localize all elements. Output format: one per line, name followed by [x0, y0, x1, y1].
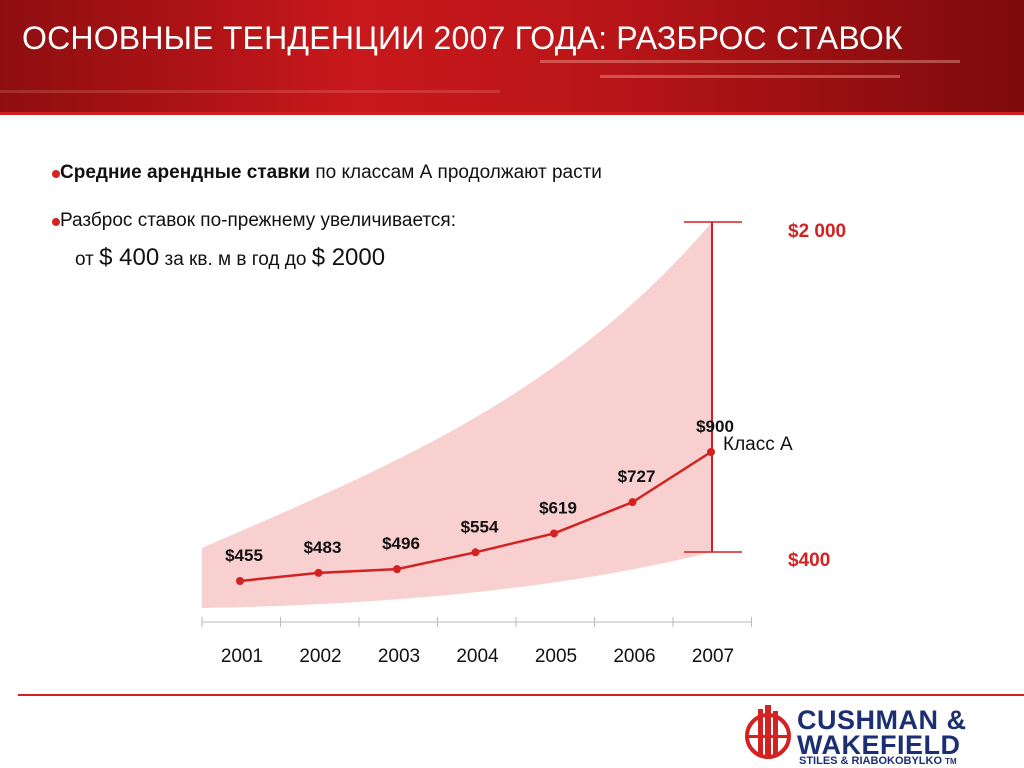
- data-label: $496: [382, 534, 420, 553]
- bullet-dot: [52, 218, 60, 226]
- logo-line-1: CUSHMAN &: [797, 705, 967, 735]
- logo-line-3-text: STILES & RIABOKOBYLKO: [799, 755, 943, 767]
- range-max-value: $ 2000: [311, 244, 386, 271]
- logo-line-2: WAKEFIELD: [797, 730, 961, 760]
- range-min-value: $ 400: [99, 244, 160, 271]
- bullet-dot: [52, 170, 60, 178]
- data-label: $900: [696, 417, 734, 436]
- data-point: [314, 568, 323, 577]
- data-point: [707, 448, 715, 456]
- x-tick-label: 2002: [299, 646, 341, 667]
- data-point: [471, 548, 480, 557]
- data-label: $455: [225, 546, 263, 565]
- data-point: [628, 498, 637, 507]
- data-point: [550, 529, 558, 538]
- bullet-1-bold: Средние арендные ставки: [60, 162, 311, 183]
- x-tick-label: 2004: [456, 646, 499, 667]
- logo-line-3: STILES & RIABOKOBYLKO TM: [799, 755, 957, 767]
- data-point: [393, 565, 401, 574]
- logo-mark-icon: [745, 705, 791, 759]
- page-title: ОСНОВНЫЕ ТЕНДЕНЦИИ 2007 ГОДА: РАЗБРОС СТ…: [22, 20, 903, 56]
- x-tick-label: 2003: [378, 646, 420, 667]
- data-point: [236, 577, 244, 585]
- x-tick-label: 2007: [692, 646, 734, 667]
- bullet-2-range: от $ 400 за кв. м в год до $ 2000: [75, 244, 385, 272]
- header-banner: ОСНОВНЫЕ ТЕНДЕНЦИИ 2007 ГОДА: РАЗБРОС СТ…: [0, 0, 1024, 112]
- bullet-1: Средние арендные ставки по классам А про…: [52, 162, 602, 184]
- footer-divider: [18, 694, 1024, 696]
- data-label: $619: [539, 498, 577, 517]
- x-tick-label: 2001: [221, 646, 263, 667]
- company-logo: CUSHMAN & WAKEFIELD STILES & RIABOKOBYLK…: [745, 703, 985, 767]
- series-name-label: Класс А: [723, 434, 793, 455]
- data-label: $727: [618, 467, 656, 486]
- bullet-2-text: Разброс ставок по-прежнему увеличивается…: [60, 210, 456, 231]
- spread-band: [202, 222, 712, 608]
- range-middle: за кв. м в год до: [159, 249, 312, 270]
- x-tick-label: 2005: [535, 646, 577, 667]
- rates-chart: 2001 2002 2003 2004 2005 2006 2007 $2 000$400 …: [201, 221, 846, 667]
- logo-tm: TM: [945, 757, 957, 766]
- range-min-label: $400: [788, 550, 830, 571]
- header-divider: [0, 112, 1024, 115]
- bullet-1-text: по классам А продолжают расти: [310, 162, 602, 183]
- range-max-label: $2 000: [788, 221, 846, 242]
- range-from: от: [75, 249, 100, 270]
- data-label: $483: [304, 538, 342, 557]
- data-label: $554: [461, 517, 499, 536]
- bullet-2: Разброс ставок по-прежнему увеличивается…: [52, 210, 456, 232]
- x-tick-label: 2006: [613, 646, 655, 667]
